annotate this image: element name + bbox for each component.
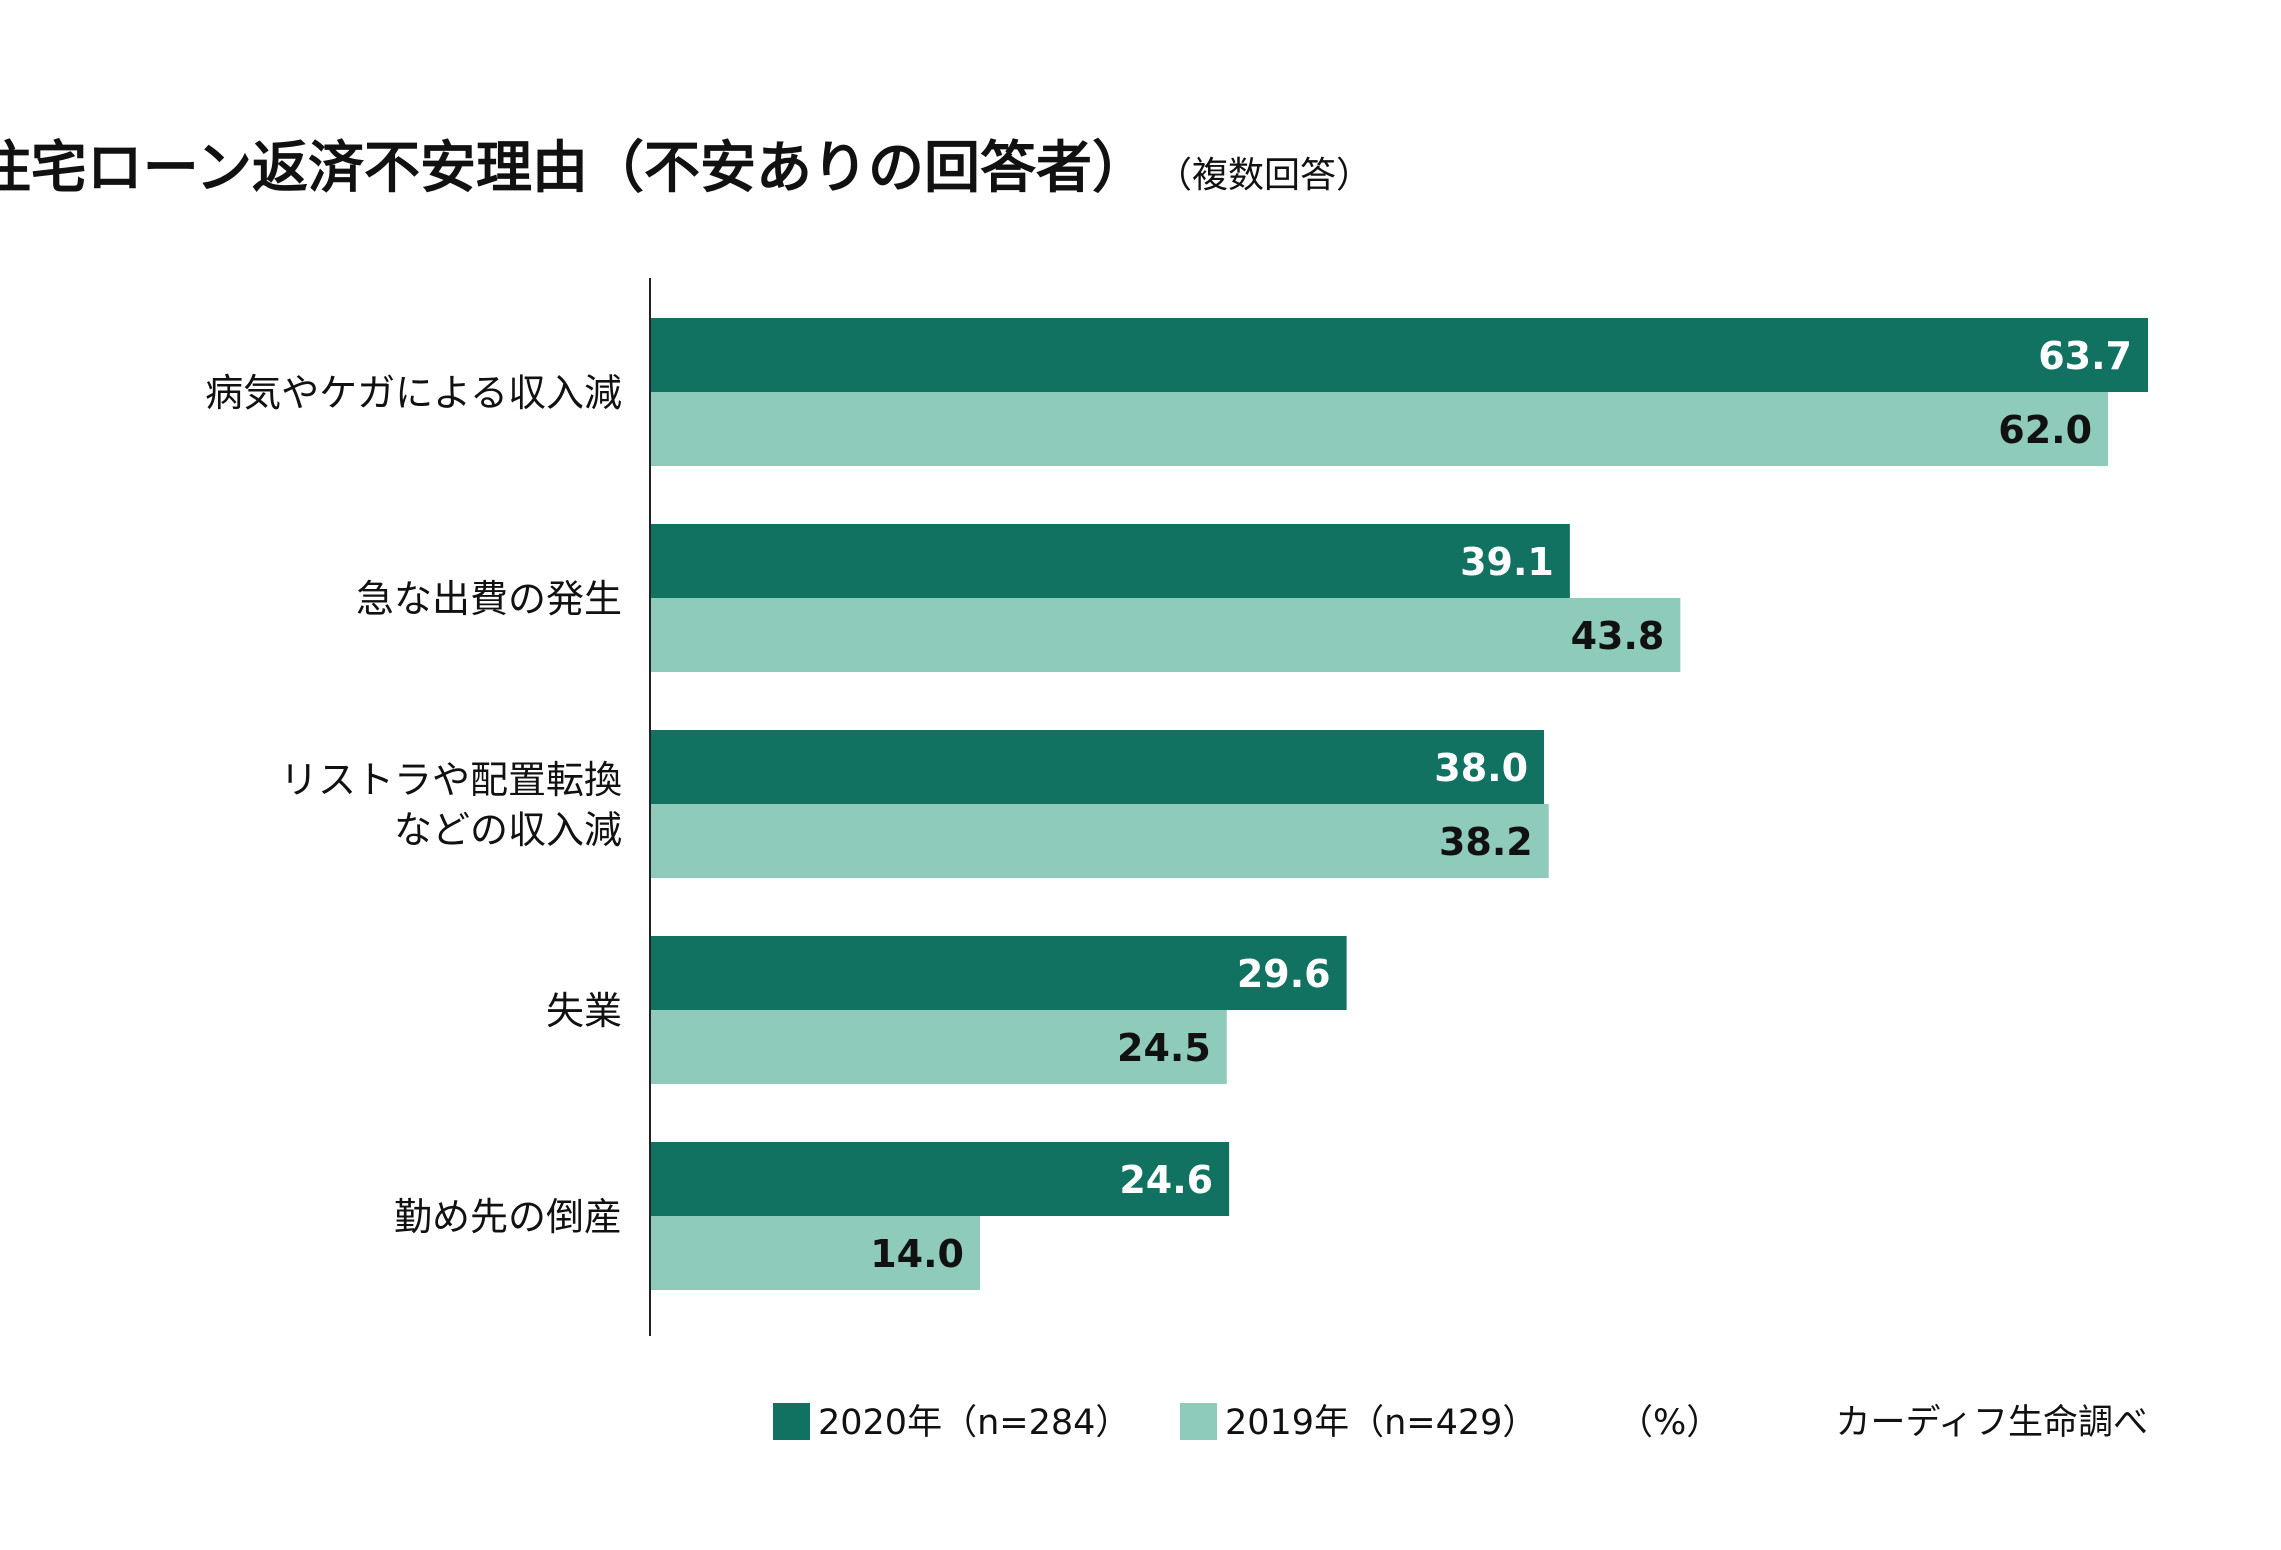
data-label-cat3-series1: 24.5 [1117,1026,1211,1070]
bar-cat1-series0 [651,524,1570,598]
bar-cat4-series0 [651,1142,1230,1216]
data-label-cat2-series0: 38.0 [1434,746,1528,790]
category-label-2-line-1: などの収入減 [394,808,622,852]
legend-swatch-2019 [1180,1403,1217,1440]
data-label-cat1-series0: 39.1 [1460,540,1554,584]
bar-cat3-series1 [651,1010,1227,1084]
category-label-3-line-0: 失業 [546,989,622,1033]
category-label-4-line-0: 勤め先の倒産 [394,1195,622,1239]
bar-cat2-series0 [651,730,1545,804]
category-labels: 病気やケガによる収入減急な出費の発生リストラや配置転換などの収入減失業勤め先の倒… [205,371,622,1239]
bar-cat3-series0 [651,936,1347,1010]
unit-label: （%） [1618,1403,1721,1443]
legend-label-2020: 2020年（n=284） [818,1403,1130,1443]
data-label-cat0-series0: 63.7 [2038,334,2132,378]
bar-cat0-series1 [651,392,2109,466]
data-label-cat4-series0: 24.6 [1119,1158,1213,1202]
bar-cat1-series1 [651,598,1681,672]
data-label-cat4-series1: 14.0 [870,1232,964,1276]
legend: 2020年（n=284） 2019年（n=429） （%） カーディフ生命調べ [773,1403,2148,1443]
bar-cat0-series0 [651,318,2148,392]
category-label-0-line-0: 病気やケガによる収入減 [205,371,622,415]
source-label: カーディフ生命調べ [1835,1403,2148,1443]
category-label-1-line-0: 急な出費の発生 [356,577,622,621]
chart-subtitle: （複数回答） [1156,155,1372,196]
category-label-2-line-0: リストラや配置転換 [280,758,622,802]
bar-cat4-series1 [651,1216,981,1290]
bar-cat2-series1 [651,804,1549,878]
data-label-cat3-series0: 29.6 [1237,952,1331,996]
legend-label-2019: 2019年（n=429） [1225,1403,1537,1443]
data-label-cat0-series1: 62.0 [1998,408,2092,452]
bars-group: 63.7 62.0 39.1 43.8 38.0 38.2 29.6 24.5 24.6 14.0 [651,318,2148,1290]
chart-title: 住宅ローン返済不安理由（不安ありの回答者） [0,136,1148,201]
data-label-cat2-series1: 38.2 [1439,820,1533,864]
data-label-cat1-series1: 43.8 [1571,614,1665,658]
legend-swatch-2020 [773,1403,810,1440]
